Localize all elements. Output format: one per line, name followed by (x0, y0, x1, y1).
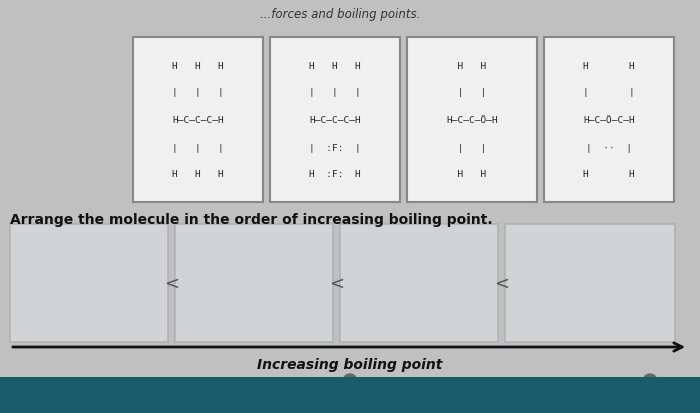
Text: H  :F:  H: H :F: H (309, 170, 361, 179)
Text: H       H: H H (583, 170, 635, 179)
Text: H   H   H: H H H (172, 62, 224, 70)
Bar (340, 224, 498, 342)
Text: |       |: | | (583, 88, 635, 97)
Bar (133, 38, 263, 202)
Text: i: i (649, 377, 651, 386)
Text: |   |: | | (446, 88, 498, 97)
Bar (505, 224, 675, 342)
Text: |   |   |: | | | (309, 88, 361, 97)
Text: |   |   |: | | | (172, 144, 224, 153)
Text: Increasing boiling point: Increasing boiling point (258, 357, 442, 371)
Bar (10, 224, 168, 342)
Text: ...forces and boiling points.: ...forces and boiling points. (260, 8, 421, 21)
Text: <: < (330, 274, 344, 292)
Text: |  ··  |: | ·· | (586, 144, 632, 153)
Bar (544, 38, 674, 202)
Text: ▶: ▶ (347, 378, 353, 384)
Text: Arrange the molecule in the order of increasing boiling point.: Arrange the molecule in the order of inc… (10, 212, 493, 226)
Text: H       H: H H (583, 62, 635, 70)
Bar (407, 38, 537, 202)
Text: Slideshow: Slideshow (323, 393, 377, 403)
Text: H–C–Ö–C–H: H–C–Ö–C–H (583, 116, 635, 125)
Text: H   H   H: H H H (309, 62, 361, 70)
Circle shape (643, 374, 657, 388)
Text: <: < (164, 274, 179, 292)
Text: |   |: | | (446, 144, 498, 153)
Bar (0, 377, 700, 413)
Text: |  :F:  |: | :F: | (309, 144, 361, 153)
Text: H–C–C–Ö–H: H–C–C–Ö–H (446, 116, 498, 125)
Circle shape (343, 374, 357, 388)
Text: H   H   H: H H H (172, 170, 224, 179)
Bar (175, 224, 333, 342)
Bar (270, 38, 400, 202)
Text: H   H: H H (446, 170, 498, 179)
Text: <: < (494, 274, 510, 292)
Text: |   |   |: | | | (172, 88, 224, 97)
Text: H–C–C–C–H: H–C–C–C–H (172, 116, 224, 125)
Text: H–C–C–C–H: H–C–C–C–H (309, 116, 361, 125)
Text: H   H: H H (446, 62, 498, 70)
Text: Info: Info (640, 393, 660, 403)
Bar (0, 377, 700, 413)
